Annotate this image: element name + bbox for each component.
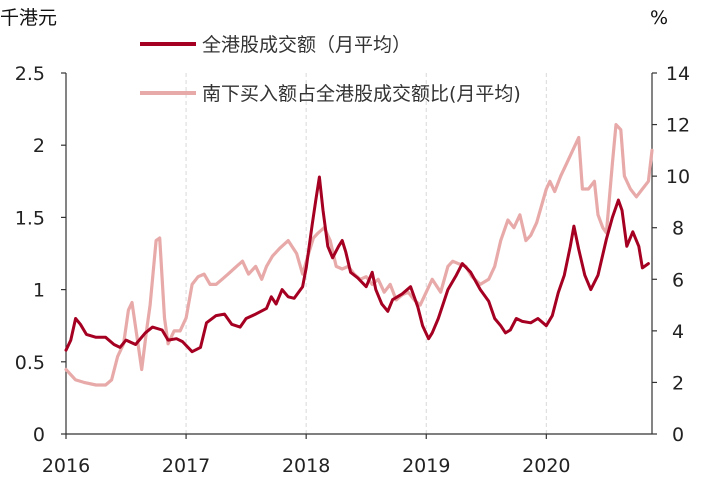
x-tick-label-2020: 2020 [522,455,570,477]
left-tick-label-0.5: 0.5 [15,352,45,374]
x-tick-label-2016: 2016 [42,455,90,477]
left-tick-label-2: 2 [33,135,45,157]
right-tick-label-14: 14 [666,63,690,85]
left-tick-label-1: 1 [33,280,45,302]
right-tick-label-12: 12 [666,115,690,137]
tick-labels: 2016 2017 2018 2019 2020 0 0.5 1 1.5 2 2.5 0 2 4 6 8 10 1… [15,63,690,477]
right-tick-label-6: 6 [672,269,684,291]
legend-label-southbound-share: 南下买入额占全港股成交额比(月平均) [202,83,521,105]
left-axis-unit: 千港元 [0,7,57,29]
right-tick-label-2: 2 [672,372,684,394]
right-tick-label-10: 10 [666,166,690,188]
grid [65,73,547,434]
legend: 全港股成交额（月平均） 南下买入额占全港股成交额比(月平均) [140,34,521,105]
right-axis-unit: % [650,7,668,29]
x-tick-label-2017: 2017 [162,455,210,477]
x-tick-label-2019: 2019 [402,455,450,477]
left-tick-label-2.5: 2.5 [15,63,45,85]
left-tick-label-0: 0 [33,424,45,446]
right-tick-label-8: 8 [672,218,684,240]
right-tick-label-4: 4 [672,321,684,343]
right-tick-label-0: 0 [672,424,684,446]
series-line-turnover [64,175,650,354]
legend-label-turnover: 全港股成交额（月平均） [202,34,411,56]
axes [61,72,657,439]
series-lines [64,123,654,387]
series-line-southbound-share [64,123,654,387]
left-tick-label-1.5: 1.5 [15,207,45,229]
x-tick-label-2018: 2018 [282,455,330,477]
